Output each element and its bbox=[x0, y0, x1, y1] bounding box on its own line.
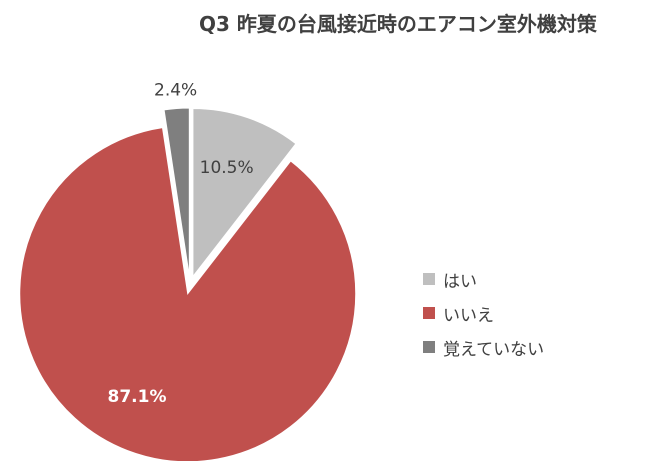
legend-item-yes: はい bbox=[423, 262, 544, 296]
data-label-dont-remember: 2.4% bbox=[154, 81, 197, 101]
pie-slice-dont-remember bbox=[163, 107, 190, 277]
legend-swatch-dont-remember bbox=[423, 341, 435, 353]
legend-swatch-no bbox=[423, 307, 435, 319]
legend: はい いいえ 覚えていない bbox=[423, 262, 544, 364]
data-label-no: 87.1% bbox=[108, 387, 167, 407]
legend-item-dont-remember: 覚えていない bbox=[423, 330, 544, 364]
legend-label-yes: はい bbox=[443, 271, 477, 292]
data-label-yes: 10.5% bbox=[200, 158, 254, 178]
legend-label-no: いいえ bbox=[443, 305, 494, 326]
pie-slice-no bbox=[19, 127, 357, 461]
pie-slice-yes bbox=[192, 107, 297, 278]
legend-item-no: いいえ bbox=[423, 296, 544, 330]
legend-swatch-yes bbox=[423, 273, 435, 285]
legend-label-dont-remember: 覚えていない bbox=[443, 339, 545, 360]
chart-title: Q3 昨夏の台風接近時のエアコン室外機対策 bbox=[199, 12, 597, 36]
